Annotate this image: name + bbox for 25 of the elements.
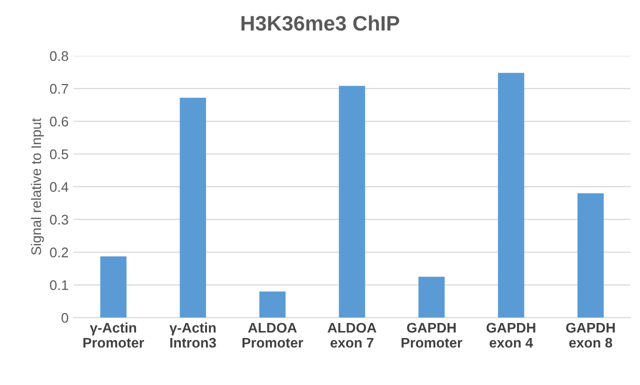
- bar: [498, 72, 524, 318]
- y-tick-label: 0.7: [50, 84, 68, 94]
- y-tick-label: 0: [62, 312, 68, 323]
- y-tick-label: 0.3: [50, 214, 68, 225]
- y-tick-label: 0.4: [50, 182, 68, 192]
- y-axis-title: Signal relative to Input: [30, 118, 44, 255]
- chart-title: H3K36me3 ChIP: [242, 15, 400, 31]
- x-tick-label: γ-Actin Promoter: [83, 322, 144, 348]
- x-tick-label: ALDOA exon 7: [328, 322, 376, 348]
- bar: [418, 276, 445, 318]
- bar: [338, 86, 366, 318]
- y-tick-label: 0.1: [50, 280, 68, 290]
- bar: [578, 193, 604, 318]
- bar: [100, 256, 126, 318]
- y-tick-label: 0.8: [50, 51, 68, 61]
- x-tick-label: GAPDH exon 8: [566, 322, 615, 348]
- x-tick-label: GAPDH Promoter: [402, 322, 462, 348]
- bar: [259, 291, 286, 318]
- y-tick-label: 0.6: [50, 116, 68, 126]
- x-tick-label: ALDOA Promoter: [242, 322, 304, 348]
- x-tick-label: GAPDH exon 4: [486, 322, 536, 348]
- bar: [180, 98, 206, 318]
- y-tick-label: 0.5: [50, 149, 68, 160]
- x-tick-label: γ-Actin Intron3: [169, 322, 216, 348]
- y-tick-label: 0.2: [50, 248, 68, 258]
